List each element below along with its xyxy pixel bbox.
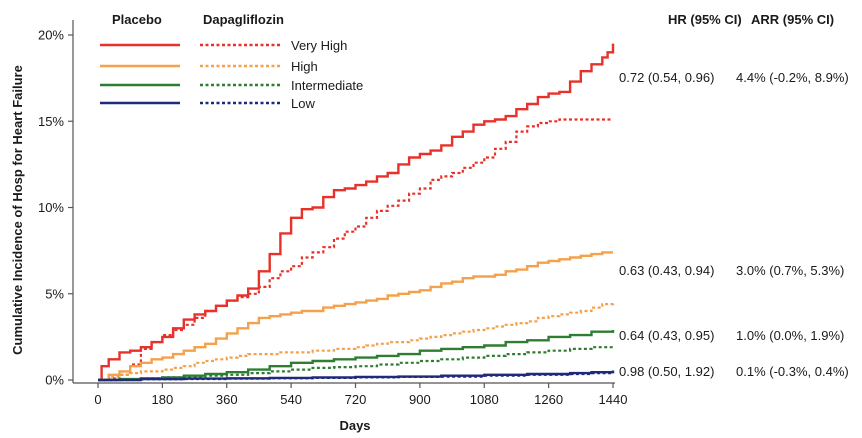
y-tick-label: 20% bbox=[38, 28, 64, 43]
hr-header: HR (95% CI) bbox=[668, 12, 742, 27]
x-tick-label: 1440 bbox=[599, 392, 628, 407]
x-tick-label: 540 bbox=[280, 392, 302, 407]
hr-very-high: 0.72 (0.54, 0.96) bbox=[619, 70, 714, 85]
series-intermediate-dapagliflozin bbox=[98, 345, 615, 382]
series-very-high-placebo bbox=[98, 43, 615, 382]
legend: Placebo Dapagliflozin Very High High Int… bbox=[100, 12, 363, 111]
legend-label-intermediate: Intermediate bbox=[291, 78, 363, 93]
x-axis-title: Days bbox=[339, 418, 370, 433]
x-tick-label: 720 bbox=[345, 392, 367, 407]
x-tick-label: 1260 bbox=[534, 392, 563, 407]
axes bbox=[72, 20, 615, 384]
hr-high: 0.63 (0.43, 0.94) bbox=[619, 263, 714, 278]
x-tick-label: 360 bbox=[216, 392, 238, 407]
y-tick-label: 0% bbox=[45, 373, 64, 388]
x-tick-label: 180 bbox=[152, 392, 174, 407]
y-tick-label: 5% bbox=[45, 286, 64, 301]
x-tick-label: 1080 bbox=[470, 392, 499, 407]
legend-header-placebo: Placebo bbox=[112, 12, 162, 27]
arr-high: 3.0% (0.7%, 5.3%) bbox=[736, 263, 844, 278]
series-low-dapagliflozin bbox=[98, 372, 615, 382]
legend-label-low: Low bbox=[291, 96, 315, 111]
hr-low: 0.98 (0.50, 1.92) bbox=[619, 364, 714, 379]
series-high-dapagliflozin bbox=[98, 302, 615, 382]
y-axis-title: Cumulative Incidence of Hosp for Heart F… bbox=[10, 65, 25, 355]
x-tick-label: 0 bbox=[94, 392, 101, 407]
legend-label-very-high: Very High bbox=[291, 38, 347, 53]
series-high-placebo bbox=[98, 251, 613, 382]
y-tick-label: 10% bbox=[38, 200, 64, 215]
hr-intermediate: 0.64 (0.43, 0.95) bbox=[619, 328, 714, 343]
legend-header-dapagliflozin: Dapagliflozin bbox=[203, 12, 284, 27]
y-tick-label: 15% bbox=[38, 114, 64, 129]
stats-table: HR (95% CI) ARR (95% CI) 0.72 (0.54, 0.9… bbox=[619, 12, 849, 379]
x-tick-label: 900 bbox=[409, 392, 431, 407]
arr-low: 0.1% (-0.3%, 0.4%) bbox=[736, 364, 849, 379]
series-very-high-dapagliflozin bbox=[98, 118, 613, 382]
arr-very-high: 4.4% (-0.2%, 8.9%) bbox=[736, 70, 849, 85]
arr-intermediate: 1.0% (0.0%, 1.9%) bbox=[736, 328, 844, 343]
legend-label-high: High bbox=[291, 59, 318, 74]
arr-header: ARR (95% CI) bbox=[751, 12, 834, 27]
